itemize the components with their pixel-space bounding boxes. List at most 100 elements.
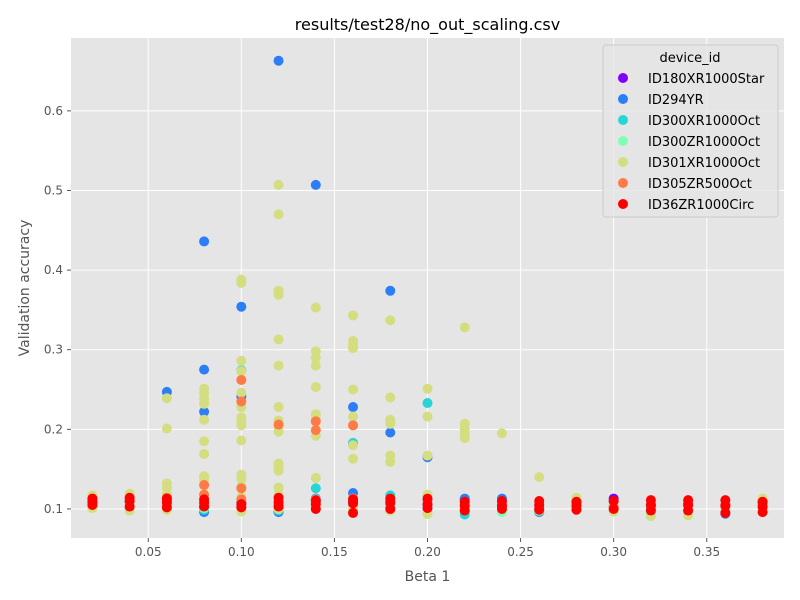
data-point bbox=[199, 449, 210, 460]
data-point bbox=[236, 277, 247, 288]
data-point bbox=[236, 366, 247, 377]
data-point bbox=[273, 501, 284, 512]
data-point bbox=[273, 360, 284, 371]
data-point bbox=[348, 402, 359, 413]
legend-label: ID180XR1000Star bbox=[648, 72, 765, 87]
data-point bbox=[459, 433, 470, 444]
data-point bbox=[348, 384, 359, 395]
data-point bbox=[273, 179, 284, 190]
legend-marker bbox=[618, 115, 628, 125]
legend-label: ID294YR bbox=[648, 93, 704, 108]
data-point bbox=[236, 502, 247, 513]
data-point bbox=[236, 473, 247, 484]
data-point bbox=[199, 436, 210, 447]
data-point bbox=[310, 425, 321, 436]
legend-marker bbox=[618, 136, 628, 146]
data-point bbox=[385, 392, 396, 403]
data-point bbox=[385, 503, 396, 514]
legend-marker bbox=[618, 157, 628, 167]
data-point bbox=[422, 503, 433, 514]
data-point bbox=[310, 472, 321, 483]
legend-marker bbox=[618, 199, 628, 209]
legend-marker bbox=[618, 73, 628, 83]
data-point bbox=[422, 450, 433, 461]
data-point bbox=[310, 360, 321, 371]
data-point bbox=[348, 343, 359, 354]
x-tick-label: 0.25 bbox=[507, 545, 534, 559]
data-point bbox=[273, 289, 284, 300]
data-point bbox=[236, 483, 247, 494]
chart-title: results/test28/no_out_scaling.csv bbox=[295, 15, 560, 35]
legend-label: ID300ZR1000Oct bbox=[648, 135, 760, 150]
data-point bbox=[199, 236, 210, 247]
x-tick-label: 0.05 bbox=[135, 545, 162, 559]
data-point bbox=[348, 440, 359, 451]
data-point bbox=[385, 456, 396, 467]
data-point bbox=[608, 495, 619, 506]
data-point bbox=[161, 393, 172, 404]
data-point bbox=[310, 503, 321, 514]
y-tick-label: 0.6 bbox=[44, 104, 63, 118]
data-point bbox=[310, 483, 321, 494]
data-point bbox=[273, 465, 284, 476]
data-point bbox=[459, 322, 470, 333]
legend-marker bbox=[618, 94, 628, 104]
data-point bbox=[422, 383, 433, 394]
data-point bbox=[236, 374, 247, 385]
data-point bbox=[273, 55, 284, 66]
x-tick-label: 0.10 bbox=[228, 545, 255, 559]
legend-label: ID300XR1000Oct bbox=[648, 114, 760, 129]
data-point bbox=[273, 482, 284, 493]
y-axis-label: Validation accuracy bbox=[17, 220, 33, 357]
data-point bbox=[422, 398, 433, 409]
data-point bbox=[683, 505, 694, 516]
x-tick-label: 0.15 bbox=[321, 545, 348, 559]
data-point bbox=[720, 500, 731, 511]
data-point bbox=[273, 402, 284, 413]
x-axis-ticks: 0.05 0.10 0.15 0.20 0.25 0.30 0.35 bbox=[135, 538, 720, 559]
data-point bbox=[348, 411, 359, 422]
data-point bbox=[199, 364, 210, 375]
data-point bbox=[273, 209, 284, 220]
data-point bbox=[385, 418, 396, 429]
data-point bbox=[199, 501, 210, 512]
legend-box bbox=[602, 44, 779, 218]
data-point bbox=[385, 427, 396, 438]
legend-label: ID305ZR500Oct bbox=[648, 177, 752, 192]
data-point bbox=[348, 498, 359, 509]
y-tick-label: 0.4 bbox=[44, 263, 63, 277]
data-point bbox=[161, 423, 172, 434]
legend-marker bbox=[618, 178, 628, 188]
data-point bbox=[273, 334, 284, 345]
data-point bbox=[199, 398, 210, 409]
data-point bbox=[534, 504, 545, 515]
y-axis-ticks: 0.1 0.2 0.3 0.4 0.5 0.6 bbox=[44, 104, 71, 516]
y-tick-label: 0.3 bbox=[44, 343, 63, 357]
data-point bbox=[348, 420, 359, 431]
data-point bbox=[236, 301, 247, 312]
data-point bbox=[310, 179, 321, 190]
legend-items: ID180XR1000Star ID294YR ID300XR1000Oct ID30… bbox=[618, 72, 765, 213]
data-point bbox=[273, 426, 284, 437]
legend-label: ID301XR1000Oct bbox=[648, 156, 760, 171]
data-point bbox=[124, 501, 135, 512]
data-points bbox=[87, 55, 768, 522]
data-point bbox=[273, 419, 284, 430]
y-tick-label: 0.1 bbox=[44, 502, 63, 516]
data-point bbox=[199, 406, 210, 417]
data-point bbox=[199, 480, 210, 491]
data-point bbox=[236, 396, 247, 407]
data-point bbox=[385, 315, 396, 326]
data-point bbox=[348, 453, 359, 464]
y-tick-label: 0.5 bbox=[44, 183, 63, 197]
data-point bbox=[348, 507, 359, 518]
data-point bbox=[571, 504, 582, 515]
legend: device_id ID180XR1000Star ID294YR ID300XR1… bbox=[602, 44, 779, 218]
y-tick-label: 0.2 bbox=[44, 422, 63, 436]
x-axis-label: Beta 1 bbox=[405, 569, 451, 585]
data-point bbox=[236, 435, 247, 446]
data-point bbox=[236, 420, 247, 431]
legend-label: ID36ZR1000Circ bbox=[648, 198, 754, 213]
x-tick-label: 0.30 bbox=[600, 545, 627, 559]
